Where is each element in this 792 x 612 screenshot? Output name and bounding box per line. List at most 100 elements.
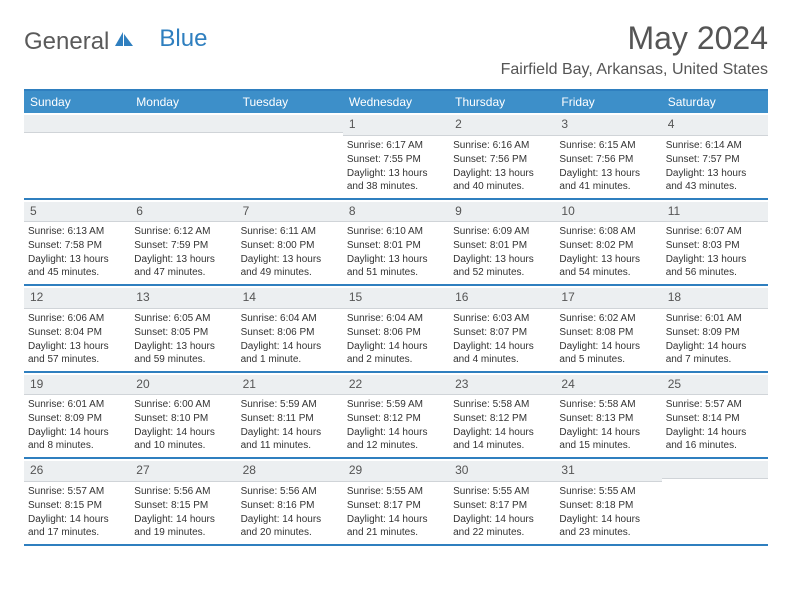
sunrise-text: Sunrise: 5:58 AM [453, 398, 551, 411]
sunrise-text: Sunrise: 6:17 AM [347, 139, 445, 152]
day-cell: 31Sunrise: 5:55 AMSunset: 8:18 PMDayligh… [555, 459, 661, 544]
sunrise-text: Sunrise: 5:56 AM [134, 485, 232, 498]
day-number: 31 [555, 461, 661, 482]
sail-icon [113, 30, 135, 55]
header: General Blue May 2024 Fairfield Bay, Ark… [24, 20, 768, 83]
day-number: 20 [130, 375, 236, 396]
sunrise-text: Sunrise: 6:05 AM [134, 312, 232, 325]
day-number: 17 [555, 288, 661, 309]
day-header: Wednesday [343, 91, 449, 113]
day-number: 23 [449, 375, 555, 396]
day-number: 29 [343, 461, 449, 482]
day-number: 10 [555, 202, 661, 223]
day-number: 19 [24, 375, 130, 396]
sunrise-text: Sunrise: 6:16 AM [453, 139, 551, 152]
day-number: 2 [449, 115, 555, 136]
day-number: 18 [662, 288, 768, 309]
day-number: 3 [555, 115, 661, 136]
sunset-text: Sunset: 7:57 PM [666, 153, 764, 166]
logo-text-general: General [24, 28, 109, 56]
title-block: May 2024 Fairfield Bay, Arkansas, United… [501, 20, 768, 83]
daylight-text: Daylight: 14 hours and 5 minutes. [559, 340, 657, 366]
day-number: 11 [662, 202, 768, 223]
daylight-text: Daylight: 14 hours and 15 minutes. [559, 426, 657, 452]
sunrise-text: Sunrise: 5:57 AM [28, 485, 126, 498]
day-number: 27 [130, 461, 236, 482]
sunset-text: Sunset: 8:15 PM [134, 499, 232, 512]
daylight-text: Daylight: 14 hours and 17 minutes. [28, 513, 126, 539]
day-number: 25 [662, 375, 768, 396]
day-number: 4 [662, 115, 768, 136]
week-row: 12Sunrise: 6:06 AMSunset: 8:04 PMDayligh… [24, 286, 768, 373]
day-header: Monday [130, 91, 236, 113]
daylight-text: Daylight: 13 hours and 59 minutes. [134, 340, 232, 366]
daylight-text: Daylight: 13 hours and 40 minutes. [453, 167, 551, 193]
day-number: 26 [24, 461, 130, 482]
daylight-text: Daylight: 14 hours and 10 minutes. [134, 426, 232, 452]
day-number: 5 [24, 202, 130, 223]
daylight-text: Daylight: 14 hours and 21 minutes. [347, 513, 445, 539]
day-cell: 24Sunrise: 5:58 AMSunset: 8:13 PMDayligh… [555, 373, 661, 458]
sunset-text: Sunset: 8:06 PM [347, 326, 445, 339]
empty-cell [130, 113, 236, 198]
sunrise-text: Sunrise: 5:55 AM [559, 485, 657, 498]
day-number: 15 [343, 288, 449, 309]
sunset-text: Sunset: 8:06 PM [241, 326, 339, 339]
sunset-text: Sunset: 8:12 PM [347, 412, 445, 425]
sunset-text: Sunset: 8:09 PM [666, 326, 764, 339]
sunset-text: Sunset: 8:17 PM [453, 499, 551, 512]
sunset-text: Sunset: 7:59 PM [134, 239, 232, 252]
sunrise-text: Sunrise: 5:59 AM [241, 398, 339, 411]
daylight-text: Daylight: 13 hours and 57 minutes. [28, 340, 126, 366]
day-number: 16 [449, 288, 555, 309]
sunset-text: Sunset: 8:04 PM [28, 326, 126, 339]
daylight-text: Daylight: 13 hours and 52 minutes. [453, 253, 551, 279]
sunrise-text: Sunrise: 6:08 AM [559, 225, 657, 238]
day-cell: 4 Sunrise: 6:14 AMSunset: 7:57 PMDaylight… [662, 113, 768, 198]
day-cell: 1Sunrise: 6:17 AMSunset: 7:55 PMDaylight… [343, 113, 449, 198]
sunrise-text: Sunrise: 5:55 AM [453, 485, 551, 498]
daylight-text: Daylight: 14 hours and 7 minutes. [666, 340, 764, 366]
day-number: 7 [237, 202, 343, 223]
sunset-text: Sunset: 7:56 PM [453, 153, 551, 166]
day-cell: 13Sunrise: 6:05 AMSunset: 8:05 PMDayligh… [130, 286, 236, 371]
sunrise-text: Sunrise: 6:11 AM [241, 225, 339, 238]
daylight-text: Daylight: 13 hours and 43 minutes. [666, 167, 764, 193]
sunrise-text: Sunrise: 5:55 AM [347, 485, 445, 498]
day-number: 21 [237, 375, 343, 396]
sunrise-text: Sunrise: 6:01 AM [666, 312, 764, 325]
sunset-text: Sunset: 8:17 PM [347, 499, 445, 512]
day-cell: 15Sunrise: 6:04 AMSunset: 8:06 PMDayligh… [343, 286, 449, 371]
sunset-text: Sunset: 8:03 PM [666, 239, 764, 252]
daylight-text: Daylight: 14 hours and 16 minutes. [666, 426, 764, 452]
daylight-text: Daylight: 13 hours and 56 minutes. [666, 253, 764, 279]
sunrise-text: Sunrise: 5:58 AM [559, 398, 657, 411]
sunrise-text: Sunrise: 5:57 AM [666, 398, 764, 411]
sunset-text: Sunset: 8:01 PM [347, 239, 445, 252]
logo: General Blue [24, 20, 207, 56]
sunset-text: Sunset: 8:00 PM [241, 239, 339, 252]
day-number [130, 115, 236, 133]
day-header: Sunday [24, 91, 130, 113]
day-cell: 12Sunrise: 6:06 AMSunset: 8:04 PMDayligh… [24, 286, 130, 371]
daylight-text: Daylight: 14 hours and 11 minutes. [241, 426, 339, 452]
sunset-text: Sunset: 7:58 PM [28, 239, 126, 252]
sunset-text: Sunset: 8:02 PM [559, 239, 657, 252]
day-cell: 29 Sunrise: 5:55 AMSunset: 8:17 PMDayligh… [343, 459, 449, 544]
day-number: 12 [24, 288, 130, 309]
day-number [662, 461, 768, 479]
sunrise-text: Sunrise: 5:56 AM [241, 485, 339, 498]
day-cell: 23Sunrise: 5:58 AMSunset: 8:12 PMDayligh… [449, 373, 555, 458]
sunrise-text: Sunrise: 5:59 AM [347, 398, 445, 411]
sunrise-text: Sunrise: 6:02 AM [559, 312, 657, 325]
week-row: 5Sunrise: 6:13 AMSunset: 7:58 PMDaylight… [24, 200, 768, 287]
daylight-text: Daylight: 13 hours and 45 minutes. [28, 253, 126, 279]
empty-cell [662, 459, 768, 544]
weeks-container: 1Sunrise: 6:17 AMSunset: 7:55 PMDaylight… [24, 113, 768, 546]
sunrise-text: Sunrise: 6:14 AM [666, 139, 764, 152]
day-cell: 11Sunrise: 6:07 AMSunset: 8:03 PMDayligh… [662, 200, 768, 285]
day-number: 13 [130, 288, 236, 309]
empty-cell [237, 113, 343, 198]
day-cell: 3Sunrise: 6:15 AMSunset: 7:56 PMDaylight… [555, 113, 661, 198]
day-cell: 17Sunrise: 6:02 AMSunset: 8:08 PMDayligh… [555, 286, 661, 371]
